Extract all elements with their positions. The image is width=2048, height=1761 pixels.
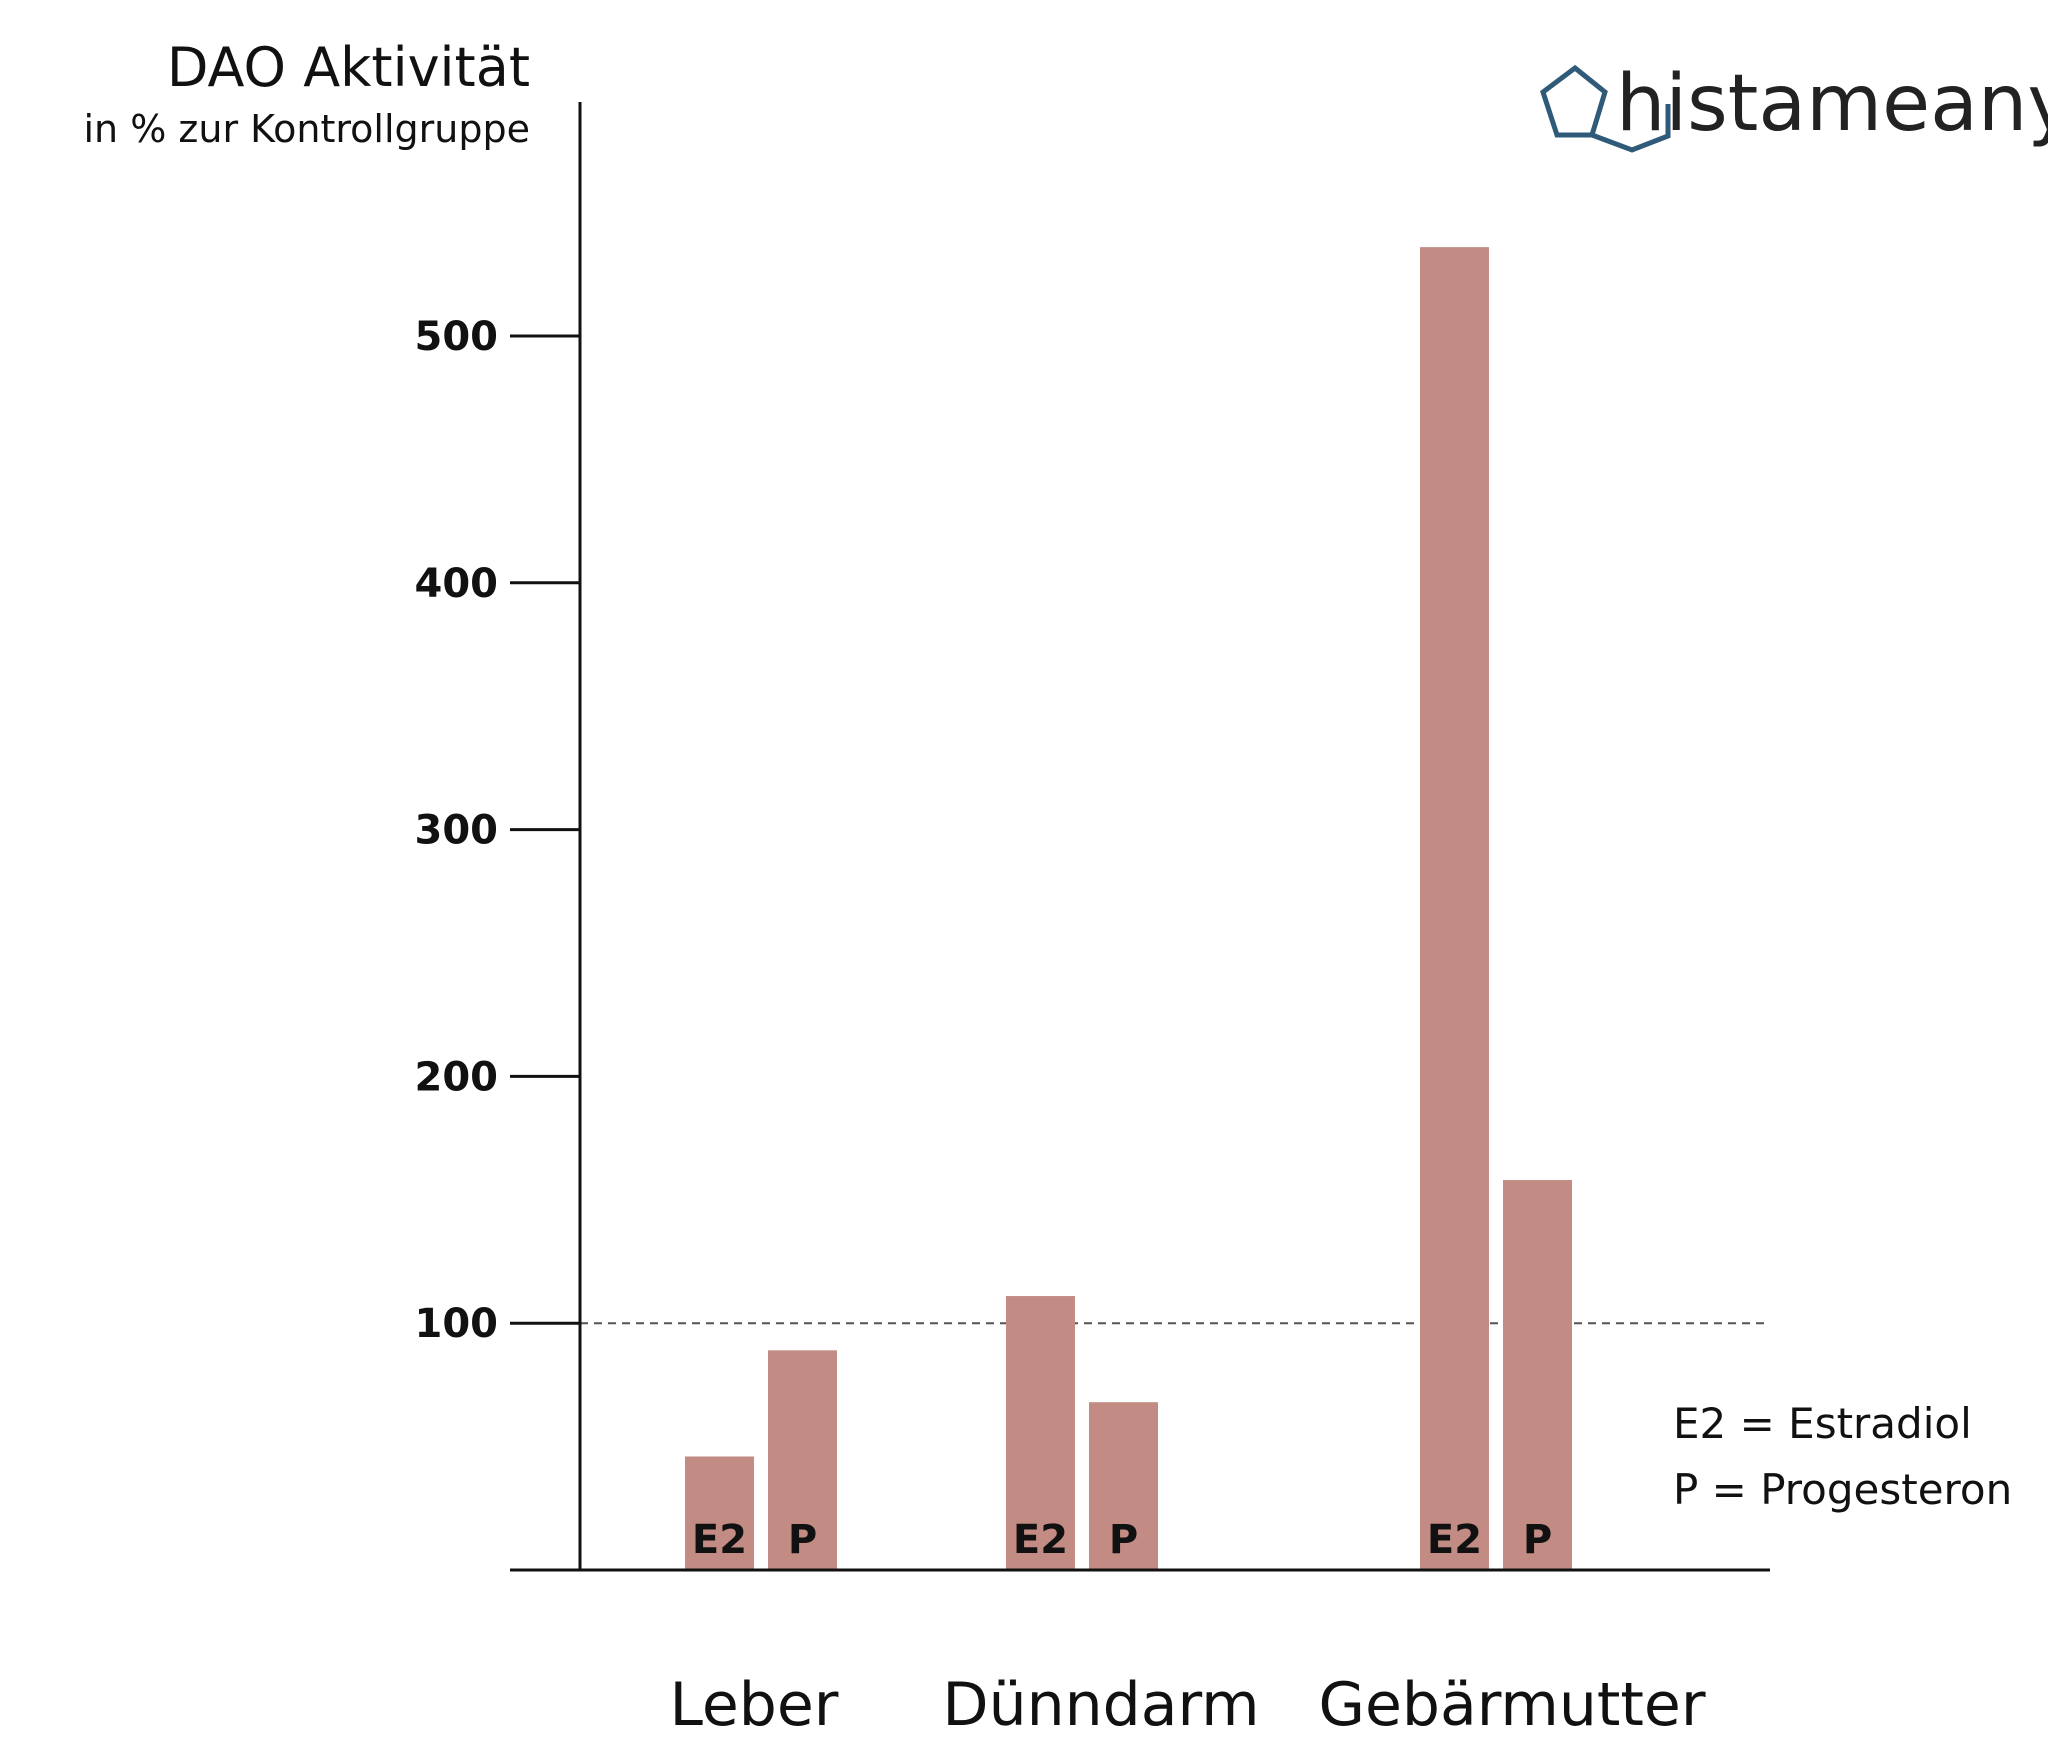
legend-item-p: P = Progesteron [1673,1465,2012,1514]
hexagon-ring-icon [1591,104,1671,153]
category-label: Leber [670,1670,839,1740]
chart-title: DAO Aktivität [167,36,530,99]
bar-series-label: E2 [692,1517,747,1563]
category-label: Gebärmutter [1319,1670,1706,1740]
bar-series-label: P [1523,1517,1552,1563]
brand-name: histameany [1616,59,2048,149]
bar-p-0 [768,1350,837,1570]
pentagon-icon [1540,64,1608,138]
y-tick-label: 200 [415,1054,499,1100]
y-tick-label: 100 [415,1301,499,1347]
bar-e2-2 [1420,247,1489,1571]
bar-series-label: P [1109,1517,1138,1563]
category-label: Dünndarm [942,1670,1259,1740]
bar-p-2 [1503,1180,1572,1570]
brand-logo: histameany [1540,59,2048,153]
category-labels: Leber Dünndarm Gebärmutter [670,1670,1706,1740]
chart-subtitle: in % zur Kontrollgruppe [84,107,531,151]
bar-series-label: E2 [1013,1517,1068,1563]
legend: E2 = Estradiol P = Progesteron [1673,1399,2012,1514]
bar-e2-0 [685,1456,754,1570]
y-tick-label: 300 [415,808,499,854]
bar-series-label: P [788,1517,817,1563]
y-axis-ticks: 100 200 300 400 500 [415,314,580,1347]
bar-p-1 [1089,1402,1158,1570]
legend-item-e2: E2 = Estradiol [1673,1399,1972,1448]
axes [510,102,1770,1572]
bar-series-label: E2 [1427,1517,1482,1563]
y-tick-label: 400 [415,561,499,607]
y-tick-label: 500 [415,314,499,360]
bars: E2 P E2 P E2 P [685,247,1572,1571]
bar-e2-1 [1006,1296,1075,1570]
